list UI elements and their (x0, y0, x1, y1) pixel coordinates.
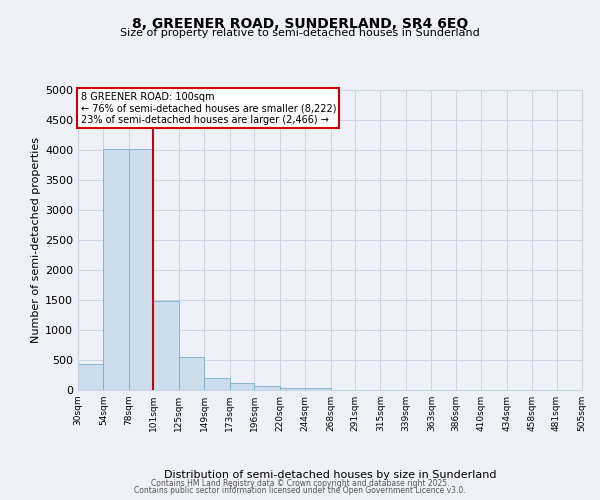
Bar (280, 388, 305, 390)
Bar (78, 364, 103, 390)
Bar (305, 388, 331, 390)
Bar (103, 149, 129, 390)
Text: 8 GREENER ROAD: 100sqm
← 76% of semi-detached houses are smaller (8,222)
23% of : 8 GREENER ROAD: 100sqm ← 76% of semi-det… (80, 92, 336, 124)
Y-axis label: Number of semi-detached properties: Number of semi-detached properties (31, 137, 41, 343)
Text: Contains HM Land Registry data © Crown copyright and database right 2025.: Contains HM Land Registry data © Crown c… (151, 478, 449, 488)
Bar (204, 378, 230, 390)
Bar (129, 149, 154, 390)
Bar (254, 386, 280, 390)
Text: Size of property relative to semi-detached houses in Sunderland: Size of property relative to semi-detach… (120, 28, 480, 38)
Bar (230, 384, 254, 390)
Bar (154, 301, 179, 390)
Text: 8, GREENER ROAD, SUNDERLAND, SR4 6EQ: 8, GREENER ROAD, SUNDERLAND, SR4 6EQ (132, 18, 468, 32)
Bar (179, 357, 204, 390)
Text: Contains public sector information licensed under the Open Government Licence v3: Contains public sector information licen… (134, 486, 466, 495)
X-axis label: Distribution of semi-detached houses by size in Sunderland: Distribution of semi-detached houses by … (164, 470, 496, 480)
